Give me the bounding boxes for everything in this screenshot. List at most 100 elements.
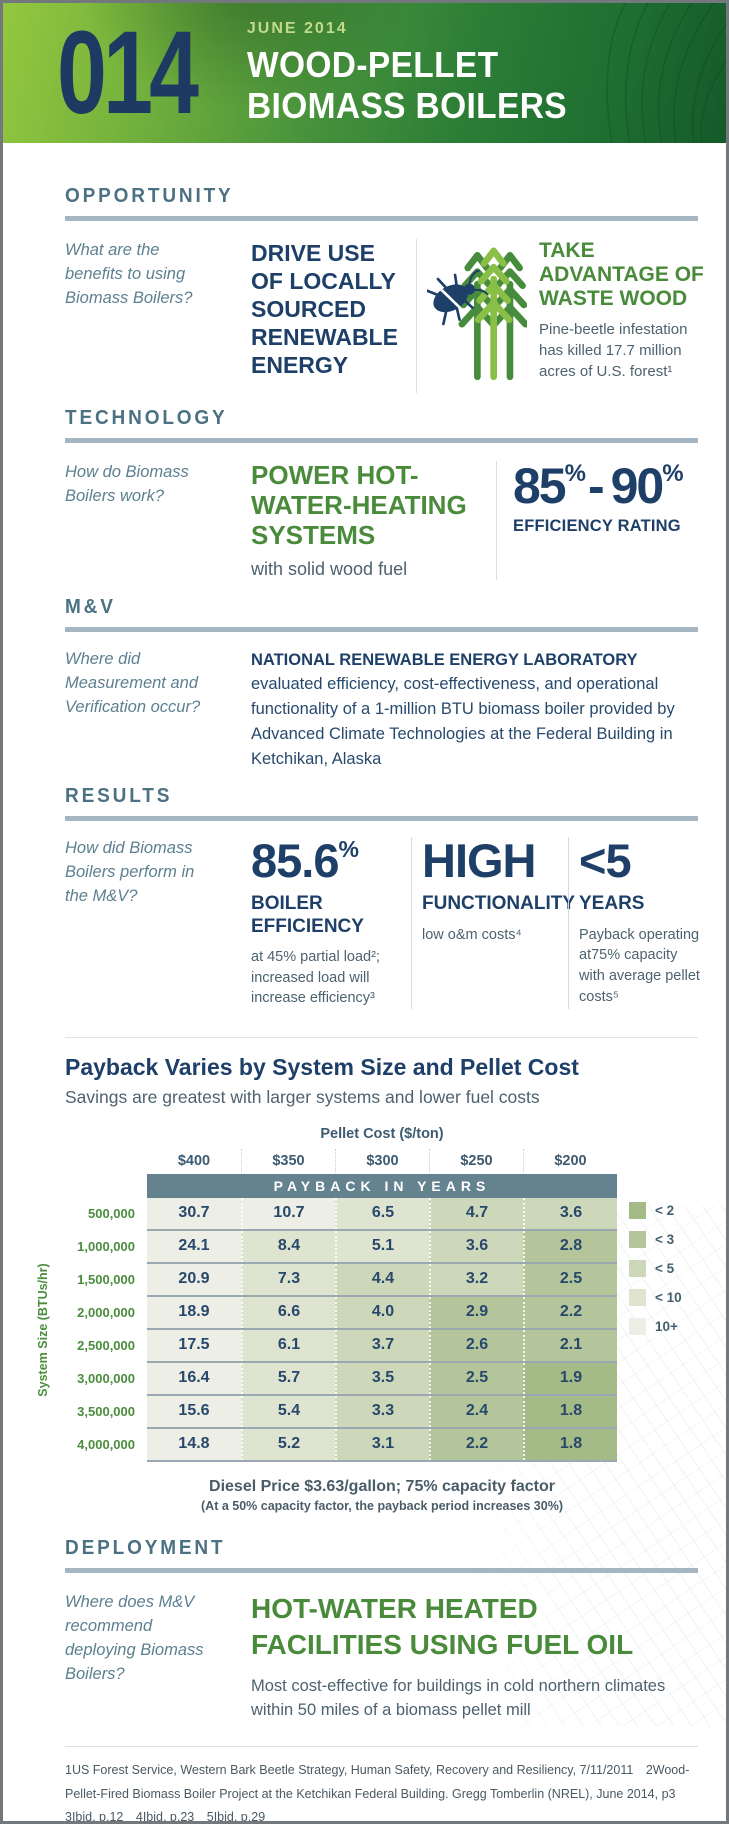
section-heading: RESULTS bbox=[65, 785, 173, 808]
matrix-cell: 3.6 bbox=[523, 1197, 617, 1229]
legend-swatch bbox=[629, 1201, 646, 1219]
result-value: HIGH bbox=[422, 834, 536, 888]
matrix-cell: 2.2 bbox=[429, 1428, 523, 1460]
opportunity-callout: TAKE ADVANTAGE OF WASTE WOOD Pine-beetle… bbox=[539, 239, 707, 393]
matrix-cell: 2.8 bbox=[523, 1230, 617, 1262]
matrix-cell: 4.4 bbox=[335, 1263, 429, 1295]
section-question: How did Biomass Boilers perform in the M… bbox=[65, 839, 195, 906]
matrix-cell: 4.7 bbox=[429, 1197, 523, 1229]
legend-label: < 10 bbox=[655, 1289, 682, 1305]
vertical-divider bbox=[416, 239, 417, 393]
section-rule bbox=[65, 626, 698, 632]
matrix-cell: 2.4 bbox=[429, 1395, 523, 1427]
footnotes: 1US Forest Service, Western Bark Beetle … bbox=[65, 1763, 690, 1824]
section-question: Where does M&V recommend deploying Bioma… bbox=[65, 1592, 204, 1683]
chart-legend: < 2 < 3 < 5 < 10 10+ bbox=[629, 1148, 715, 1462]
callout-title: TAKE ADVANTAGE OF WASTE WOOD bbox=[539, 239, 704, 311]
technology-statement-block: POWER HOT-WATER-HEATING SYSTEMS with sol… bbox=[251, 460, 486, 580]
matrix-cell: 3.5 bbox=[335, 1362, 429, 1394]
chart-xlabel: Pellet Cost ($/ton) bbox=[320, 1125, 444, 1142]
payback-matrix: System Size (BTUs/hr) 500,000 1,000,000 1,… bbox=[31, 1148, 726, 1462]
result-value: 85.6% bbox=[251, 834, 359, 888]
matrix-column-headers: $400 $350 $300 $250 $200 bbox=[147, 1148, 617, 1174]
legend-item: 10+ bbox=[629, 1317, 715, 1335]
beetle-trees-icon bbox=[427, 247, 527, 381]
row-label: 1,000,000 bbox=[77, 1238, 135, 1254]
legend-swatch bbox=[629, 1230, 646, 1248]
matrix-cell: 10.7 bbox=[241, 1197, 335, 1229]
section-question: What are the benefits to using Biomass B… bbox=[65, 241, 193, 307]
legend-label: < 3 bbox=[655, 1231, 675, 1247]
deployment-row: Where does M&V recommend deploying Bioma… bbox=[65, 1591, 698, 1723]
column-header: $250 bbox=[429, 1148, 523, 1173]
matrix-band-header: PAYBACK IN YEARS bbox=[147, 1173, 617, 1198]
matrix-cell: 18.9 bbox=[147, 1296, 241, 1328]
column-header: $400 bbox=[177, 1152, 211, 1169]
technology-row: How do Biomass Boilers work? POWER HOT-W… bbox=[65, 460, 698, 580]
section-rule bbox=[65, 816, 698, 822]
legend-item: < 2 bbox=[629, 1201, 715, 1219]
footnotes-divider bbox=[65, 1746, 698, 1748]
legend-item: < 3 bbox=[629, 1230, 715, 1248]
section-rule bbox=[65, 216, 698, 221]
column-header: $300 bbox=[335, 1148, 429, 1173]
result-item-boiler-efficiency: 85.6% BOILER EFFICIENCY at 45% partial l… bbox=[251, 837, 401, 1009]
header-text-block: JUNE 2014 WOOD-PELLET BIOMASS BOILERS bbox=[247, 20, 591, 126]
deployment-statement: HOT-WATER HEATED FACILITIES USING FUEL O… bbox=[251, 1592, 634, 1660]
matrix-cell: 5.1 bbox=[335, 1230, 429, 1262]
matrix-cell: 3.3 bbox=[335, 1395, 429, 1427]
row-label: 3,500,000 bbox=[77, 1403, 135, 1419]
header-curves-decoration bbox=[606, 3, 726, 143]
column-header: $200 bbox=[523, 1148, 617, 1173]
legend-swatch bbox=[629, 1259, 646, 1277]
matrix-cell: 2.2 bbox=[523, 1296, 617, 1328]
section-deployment: DEPLOYMENT Where does M&V recommend depl… bbox=[65, 1537, 698, 1723]
matrix-cell: 14.8 bbox=[147, 1428, 241, 1460]
matrix-cell: 2.1 bbox=[523, 1329, 617, 1361]
page-title: WOOD-PELLET BIOMASS BOILERS bbox=[246, 43, 567, 126]
vertical-divider bbox=[496, 461, 497, 580]
section-question: How do Biomass Boilers work? bbox=[65, 463, 189, 505]
result-detail: at 45% partial load²; increased load wil… bbox=[251, 949, 380, 1007]
matrix-cell: 8.4 bbox=[241, 1230, 335, 1262]
section-mv: M&V Where did Measurement and Verificati… bbox=[65, 596, 698, 772]
result-detail: Payback operating at75% capacity with av… bbox=[579, 926, 700, 1005]
mv-paragraph: NATIONAL RENEWABLE ENERGY LABORATORY eva… bbox=[251, 648, 698, 772]
efficiency-label: EFFICIENCY RATING bbox=[513, 517, 681, 535]
opportunity-row: What are the benefits to using Biomass B… bbox=[65, 239, 704, 393]
efficiency-stat: 85%- 90% EFFICIENCY RATING bbox=[507, 461, 697, 580]
matrix-cell: 20.9 bbox=[147, 1263, 241, 1295]
result-label: FUNCTIONALITY bbox=[422, 893, 576, 915]
result-item-functionality: HIGH FUNCTIONALITY low o&m costs⁴ bbox=[422, 834, 576, 1009]
column-header: $350 bbox=[241, 1148, 335, 1173]
matrix-cell: 3.1 bbox=[335, 1428, 429, 1460]
section-heading: TECHNOLOGY bbox=[65, 407, 228, 429]
matrix-cell: 1.9 bbox=[523, 1362, 617, 1394]
matrix-cell: 2.5 bbox=[429, 1362, 523, 1394]
result-item-payback: <5 YEARS Payback operating at75% capacit… bbox=[579, 837, 701, 1009]
section-results: RESULTS How did Biomass Boilers perform … bbox=[65, 785, 701, 1009]
row-label: 4,000,000 bbox=[77, 1436, 135, 1452]
legend-item: < 5 bbox=[629, 1259, 715, 1277]
legend-label: < 5 bbox=[655, 1260, 675, 1276]
legend-label: < 2 bbox=[655, 1202, 675, 1218]
result-label: YEARS bbox=[579, 893, 645, 915]
mv-lead: NATIONAL RENEWABLE ENERGY LABORATORY bbox=[251, 650, 638, 669]
matrix-cell: 2.5 bbox=[523, 1263, 617, 1295]
matrix-cell: 5.2 bbox=[241, 1428, 335, 1460]
section-rule bbox=[65, 438, 698, 443]
chart-title: Payback Varies by System Size and Pellet… bbox=[65, 1053, 579, 1080]
chart-note-secondary: (At a 50% capacity factor, the payback p… bbox=[201, 1498, 563, 1513]
section-opportunity: OPPORTUNITY What are the benefits to usi… bbox=[65, 185, 704, 393]
issue-date: JUNE 2014 bbox=[246, 19, 348, 37]
legend-label: 10+ bbox=[655, 1318, 678, 1334]
matrix-cell: 5.4 bbox=[241, 1395, 335, 1427]
results-row: How did Biomass Boilers perform in the M… bbox=[65, 834, 701, 1009]
result-value: <5 bbox=[579, 834, 632, 888]
matrix-cell: 6.1 bbox=[241, 1329, 335, 1361]
vertical-divider bbox=[568, 837, 569, 1009]
opportunity-statement: DRIVE USE OF LOCALLY SOURCED RENEWABLE E… bbox=[251, 240, 398, 379]
matrix-grid: $400 $350 $300 $250 $200 PAYBACK IN YEARS 30… bbox=[147, 1148, 617, 1462]
row-label: 2,500,000 bbox=[77, 1337, 135, 1353]
result-detail: low o&m costs⁴ bbox=[422, 926, 522, 943]
